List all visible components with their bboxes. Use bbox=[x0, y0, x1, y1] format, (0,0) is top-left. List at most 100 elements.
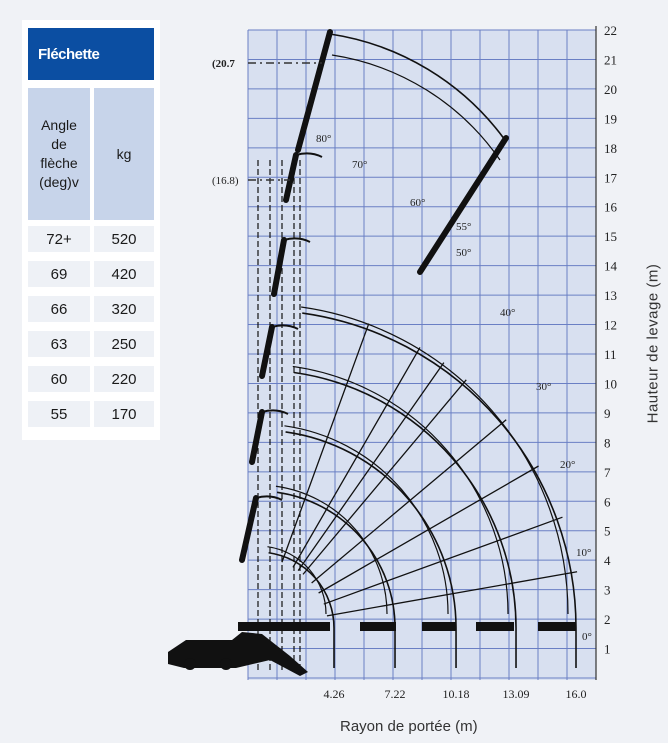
angle-ray bbox=[318, 465, 539, 594]
reach-arc bbox=[276, 491, 396, 629]
boom-section bbox=[249, 409, 265, 465]
boom-horizontal-segment bbox=[238, 622, 330, 631]
x-axis-title: Rayon de portée (m) bbox=[340, 718, 478, 735]
jib-arc-outer bbox=[329, 33, 506, 141]
table-row: 63 250 bbox=[28, 331, 154, 357]
angle-header-line: de bbox=[51, 136, 67, 152]
angle-label: 50° bbox=[456, 247, 471, 259]
angle-cell: 63 bbox=[28, 331, 90, 357]
y-tick-label: 7 bbox=[604, 465, 611, 480]
angle-cell: 55 bbox=[28, 401, 90, 427]
angle-label: 60° bbox=[410, 197, 425, 209]
angle-label: 40° bbox=[500, 307, 515, 319]
x-tick-label: 10.18 bbox=[443, 687, 470, 701]
boom-head bbox=[283, 237, 311, 243]
y-tick-label: 20 bbox=[604, 82, 617, 97]
jib-boom-lowered bbox=[417, 135, 509, 275]
angle-ray bbox=[302, 379, 467, 575]
kg-cell: 220 bbox=[94, 366, 154, 392]
table-title: Fléchette bbox=[28, 28, 154, 80]
height-callout: (20.7 bbox=[212, 58, 235, 70]
y-tick-label: 14 bbox=[604, 259, 618, 274]
y-tick-label: 1 bbox=[604, 642, 611, 657]
table-row: 69 420 bbox=[28, 261, 154, 287]
table-row: 72+ 520 bbox=[28, 226, 154, 252]
angle-cell: 66 bbox=[28, 296, 90, 322]
angle-cell: 60 bbox=[28, 366, 90, 392]
angle-label: 20° bbox=[560, 459, 575, 471]
angle-label: 10° bbox=[576, 547, 591, 559]
angle-header-line: (deg)v bbox=[39, 174, 79, 190]
y-tick-label: 10 bbox=[604, 376, 617, 391]
angle-label: 70° bbox=[352, 159, 367, 171]
angle-ray bbox=[297, 362, 445, 572]
angle-ray bbox=[323, 516, 563, 605]
angle-ray bbox=[311, 419, 507, 584]
crane-truck bbox=[168, 632, 308, 676]
y-tick-label: 19 bbox=[604, 111, 617, 126]
table-row: 66 320 bbox=[28, 296, 154, 322]
jib-arc-inner bbox=[331, 54, 501, 161]
y-tick-label: 11 bbox=[604, 347, 617, 362]
angle-column-header: Angle de flèche (deg)v bbox=[28, 88, 90, 220]
reach-arc-inner bbox=[301, 306, 569, 615]
truck-wheel bbox=[184, 658, 196, 670]
angle-cell: 72+ bbox=[28, 226, 90, 252]
reach-arc bbox=[293, 371, 517, 629]
y-tick-label: 16 bbox=[604, 200, 618, 215]
boom-head bbox=[295, 152, 323, 158]
boom-head bbox=[261, 409, 289, 415]
angle-header-line: flèche bbox=[40, 155, 78, 171]
reach-arc bbox=[285, 431, 457, 629]
reach-arc-inner bbox=[284, 425, 449, 615]
angle-cell: 69 bbox=[28, 261, 90, 287]
angle-ray bbox=[292, 347, 421, 568]
angle-label: 30° bbox=[536, 381, 551, 393]
boom-head bbox=[271, 324, 299, 330]
angle-ray bbox=[281, 323, 370, 563]
y-tick-label: 3 bbox=[604, 583, 611, 598]
angle-label: 0° bbox=[582, 631, 592, 643]
x-tick-label: 7.22 bbox=[385, 687, 406, 701]
kg-cell: 170 bbox=[94, 401, 154, 427]
y-tick-label: 13 bbox=[604, 288, 617, 303]
load-table: Fléchette Angle de flèche (deg)v kg 72+ 520 6… bbox=[22, 20, 160, 440]
y-tick-label: 5 bbox=[604, 524, 611, 539]
angle-label: 80° bbox=[316, 133, 331, 145]
boom-section bbox=[271, 237, 287, 297]
x-tick-label: 4.26 bbox=[324, 687, 345, 701]
x-tick-label: 16.0 bbox=[566, 687, 587, 701]
table-row: 60 220 bbox=[28, 366, 154, 392]
reach-arc-inner bbox=[292, 365, 509, 615]
boom-horizontal-segment bbox=[476, 622, 514, 631]
angle-header-line: Angle bbox=[41, 117, 77, 133]
kg-column-header: kg bbox=[94, 88, 154, 220]
y-tick-label: 9 bbox=[604, 406, 611, 421]
y-tick-label: 18 bbox=[604, 141, 617, 156]
boom-horizontal-segment bbox=[360, 622, 396, 631]
x-tick-label: 13.09 bbox=[503, 687, 530, 701]
boom-horizontal-segment bbox=[422, 622, 456, 631]
boom-horizontal-segment bbox=[538, 622, 576, 631]
kg-cell: 520 bbox=[94, 226, 154, 252]
y-tick-label: 22 bbox=[604, 23, 617, 38]
kg-cell: 320 bbox=[94, 296, 154, 322]
y-tick-label: 2 bbox=[604, 612, 611, 627]
height-callout: (16.8) bbox=[212, 175, 239, 187]
y-tick-label: 6 bbox=[604, 494, 611, 509]
angle-ray bbox=[326, 571, 578, 617]
y-tick-label: 15 bbox=[604, 229, 617, 244]
kg-cell: 420 bbox=[94, 261, 154, 287]
y-tick-label: 8 bbox=[604, 435, 611, 450]
y-tick-label: 12 bbox=[604, 318, 617, 333]
table-row: 55 170 bbox=[28, 401, 154, 427]
y-tick-label: 17 bbox=[604, 170, 618, 185]
kg-cell: 250 bbox=[94, 331, 154, 357]
truck-wheel bbox=[220, 658, 232, 670]
jib-boom bbox=[295, 29, 333, 153]
y-tick-label: 4 bbox=[604, 553, 611, 568]
reach-arc-inner bbox=[267, 546, 327, 615]
angle-label: 55° bbox=[456, 221, 471, 233]
